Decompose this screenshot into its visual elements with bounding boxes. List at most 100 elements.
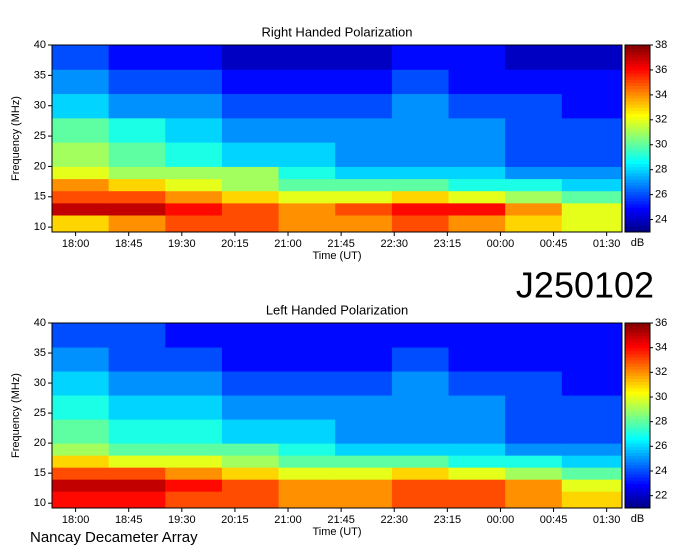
heatmap-cell: [52, 467, 110, 480]
heatmap-cell: [561, 323, 623, 348]
y-tick-label: 30: [34, 100, 46, 112]
colorbar-tick-label: 34: [655, 89, 667, 101]
heatmap-cell: [448, 215, 506, 233]
heatmap-cell: [52, 455, 110, 468]
colorbar-swatch: [625, 207, 650, 211]
heatmap-cell: [108, 419, 166, 444]
colorbar-swatch: [625, 51, 650, 55]
heatmap-cell: [448, 93, 506, 119]
heatmap-cell: [505, 443, 563, 456]
heatmap-cell: [221, 166, 280, 180]
colorbar-swatch: [625, 406, 650, 410]
heatmap-cell: [391, 455, 450, 468]
heatmap-cell: [165, 142, 223, 167]
heatmap-cell: [448, 479, 506, 492]
heatmap-cell: [221, 347, 280, 372]
heatmap-cell: [52, 491, 110, 509]
heatmap-cell: [335, 491, 393, 509]
y-tick-label: 25: [34, 407, 46, 419]
heatmap-cell: [505, 190, 563, 204]
colorbar-label: dB: [631, 237, 644, 249]
colorbar-swatch: [625, 372, 650, 376]
heatmap-cell: [561, 215, 623, 233]
colorbar-swatch: [625, 126, 650, 130]
colorbar-tick-label: 38: [655, 39, 667, 51]
heatmap-cell: [561, 202, 623, 216]
heatmap-cell: [505, 166, 563, 180]
colorbar-swatch: [625, 474, 650, 478]
colorbar-swatch: [625, 356, 650, 361]
colorbar-swatch: [625, 188, 650, 192]
colorbar-swatch: [625, 440, 650, 444]
heatmap-cell: [335, 215, 393, 233]
heatmap-cell: [108, 455, 166, 468]
heatmap-cell: [448, 178, 506, 192]
heatmap-cell: [391, 323, 450, 348]
heatmap-cell: [221, 45, 280, 70]
colorbar-swatch: [625, 412, 650, 416]
colorbar-frame: [624, 322, 651, 509]
heatmap-cell: [505, 479, 563, 492]
heatmap-cell: [108, 69, 166, 95]
heatmap-cell: [335, 178, 393, 192]
colorbar-swatch: [625, 203, 650, 208]
heatmap-cell: [505, 347, 563, 372]
colorbar-swatch: [625, 353, 650, 358]
colorbar-swatch: [625, 135, 650, 139]
colorbar-swatch: [625, 489, 650, 494]
colorbar-swatch: [625, 228, 650, 233]
colorbar-swatch: [625, 166, 650, 171]
heatmap-cell: [52, 166, 110, 180]
colorbar-swatch: [625, 492, 650, 497]
heatmap-cell: [335, 202, 393, 216]
y-tick-label: 30: [34, 377, 46, 389]
heatmap-cell: [165, 178, 223, 192]
heatmap-cell: [448, 443, 506, 456]
heatmap-cell: [335, 166, 393, 180]
colorbar-swatch: [625, 400, 650, 404]
colorbar-swatch: [625, 350, 650, 355]
plot-frame: [51, 44, 623, 233]
colorbar-swatch: [625, 323, 650, 327]
heatmap-cell: [335, 371, 393, 396]
y-tick-label: 20: [34, 160, 46, 172]
heatmap-cell: [278, 323, 336, 348]
heatmap-cell: [165, 215, 223, 233]
colorbar-swatch: [625, 101, 650, 105]
colorbar-swatch: [625, 138, 650, 143]
heatmap-cell: [52, 178, 110, 192]
colorbar-swatch: [625, 197, 650, 202]
y-tick-label: 20: [34, 437, 46, 449]
colorbar-swatch: [625, 434, 650, 438]
colorbar-swatch: [625, 175, 650, 180]
heatmap-cell: [335, 467, 393, 480]
x-tick-label: 22:30: [380, 514, 408, 526]
heatmap-cell: [278, 347, 336, 372]
heatmap-cell: [52, 45, 110, 70]
heatmap-cell: [108, 443, 166, 456]
y-tick-label: 10: [34, 221, 46, 233]
colorbar-swatch: [625, 191, 650, 196]
heatmap-cell: [561, 69, 623, 95]
colorbar-swatch: [625, 222, 650, 227]
colorbar-swatch: [625, 375, 650, 379]
observation-id: J250102: [516, 265, 654, 306]
heatmap-cell: [448, 142, 506, 167]
colorbar-swatch: [625, 384, 650, 389]
heatmap-cell: [108, 347, 166, 372]
heatmap-cell: [278, 443, 336, 456]
colorbar-swatch: [625, 464, 650, 469]
y-tick-label: 35: [34, 69, 46, 81]
colorbar-swatch: [625, 390, 650, 395]
heatmap-cell: [278, 202, 336, 216]
heatmap-cell: [278, 93, 336, 119]
heatmap-cell: [165, 419, 223, 444]
colorbar-swatch: [625, 185, 650, 189]
heatmap-cell: [391, 166, 450, 180]
y-tick-label: 10: [34, 497, 46, 509]
x-tick-label: 18:45: [115, 238, 143, 250]
x-axis-label: Time (UT): [312, 250, 361, 262]
colorbar-tick-label: 24: [655, 465, 667, 477]
colorbar-swatch: [625, 335, 650, 339]
heatmap-cell: [165, 479, 223, 492]
